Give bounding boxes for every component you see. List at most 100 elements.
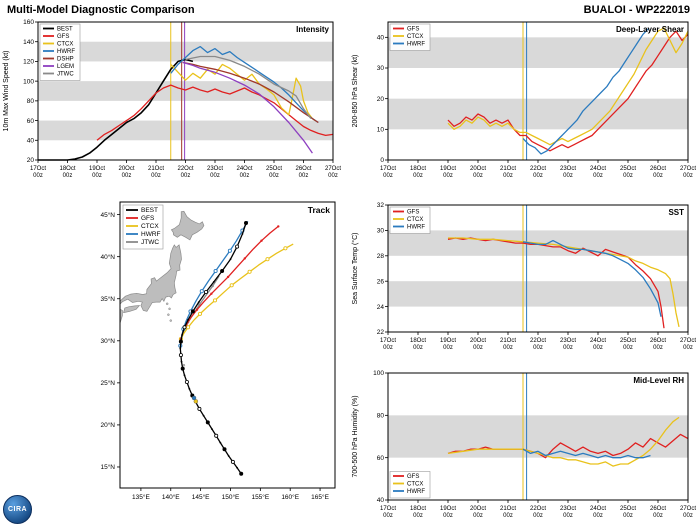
- svg-text:100: 100: [373, 370, 384, 377]
- svg-text:20: 20: [377, 96, 385, 103]
- shear-series-CTCX: [447, 27, 689, 146]
- svg-text:00z: 00z: [151, 173, 161, 179]
- shear-series-GFS: [447, 30, 689, 152]
- svg-text:00z: 00z: [653, 513, 663, 519]
- svg-text:24Oct: 24Oct: [590, 338, 606, 344]
- panel-title: Track: [308, 205, 330, 215]
- svg-text:18Oct: 18Oct: [410, 166, 426, 172]
- svg-text:00z: 00z: [503, 173, 513, 179]
- svg-text:21Oct: 21Oct: [500, 338, 516, 344]
- svg-text:23Oct: 23Oct: [207, 166, 223, 172]
- cira-logo: CIRA: [3, 495, 32, 524]
- svg-text:28: 28: [377, 253, 385, 260]
- storm-tracks: [178, 220, 294, 476]
- svg-text:00z: 00z: [122, 173, 132, 179]
- intensity-series-CTCX: [170, 63, 316, 122]
- panel-title: Deep-Layer Shear: [616, 25, 684, 34]
- svg-text:21Oct: 21Oct: [148, 166, 164, 172]
- svg-text:00z: 00z: [653, 173, 663, 179]
- svg-text:00z: 00z: [328, 173, 338, 179]
- map-axes: 135°E 140°E 145°E 150°E 155°E 160°E 165°E 15°N 2…: [100, 211, 329, 501]
- svg-text:22Oct: 22Oct: [530, 166, 546, 172]
- rh-chart: 40608010017Oct00z18Oct00z19Oct00z20Oct00…: [352, 370, 696, 519]
- svg-text:26: 26: [377, 278, 385, 285]
- panel-title: Mid-Level RH: [633, 376, 684, 385]
- svg-text:CTCX: CTCX: [407, 34, 423, 40]
- svg-text:165°E: 165°E: [311, 493, 329, 501]
- svg-text:27Oct: 27Oct: [325, 166, 341, 172]
- svg-text:25Oct: 25Oct: [620, 166, 636, 172]
- shade-band: [38, 81, 333, 101]
- svg-text:32: 32: [377, 202, 385, 209]
- intensity-series-JTWC: [185, 55, 312, 119]
- svg-text:00z: 00z: [533, 345, 543, 351]
- axes: 40608010017Oct00z18Oct00z19Oct00z20Oct00…: [373, 370, 696, 519]
- svg-text:00z: 00z: [92, 173, 102, 179]
- sst-series-HWRF: [522, 239, 662, 317]
- svg-text:00z: 00z: [443, 513, 453, 519]
- svg-text:17Oct: 17Oct: [380, 506, 396, 512]
- y-axis-label: 700-500 hPa Humidity (%): [352, 395, 359, 477]
- svg-text:00z: 00z: [63, 173, 73, 179]
- svg-text:18Oct: 18Oct: [59, 166, 75, 172]
- svg-text:18Oct: 18Oct: [410, 338, 426, 344]
- svg-text:30: 30: [377, 228, 385, 235]
- svg-text:27Oct: 27Oct: [680, 338, 696, 344]
- svg-text:21Oct: 21Oct: [500, 166, 516, 172]
- svg-text:160: 160: [23, 19, 34, 26]
- intensity-chart: 2040608010012014016017Oct00z18Oct00z19Oc…: [3, 19, 341, 179]
- axes: 2040608010012014016017Oct00z18Oct00z19Oc…: [23, 19, 341, 179]
- svg-text:150°E: 150°E: [222, 493, 240, 501]
- svg-text:140: 140: [23, 39, 34, 46]
- svg-text:0: 0: [380, 157, 384, 164]
- svg-text:140°E: 140°E: [162, 493, 180, 501]
- shade-band: [388, 415, 688, 458]
- svg-text:24Oct: 24Oct: [590, 166, 606, 172]
- svg-text:00z: 00z: [181, 173, 191, 179]
- svg-text:19Oct: 19Oct: [440, 506, 456, 512]
- svg-text:22: 22: [377, 329, 385, 336]
- svg-text:CTCX: CTCX: [407, 217, 423, 223]
- svg-text:00z: 00z: [683, 513, 693, 519]
- svg-text:HWRF: HWRF: [57, 49, 75, 55]
- svg-text:GFS: GFS: [141, 215, 155, 222]
- svg-text:GFS: GFS: [407, 474, 419, 480]
- svg-text:00z: 00z: [623, 513, 633, 519]
- panel-title: Intensity: [296, 25, 329, 34]
- svg-text:LGEM: LGEM: [57, 64, 74, 70]
- svg-text:80: 80: [27, 98, 35, 105]
- svg-text:135°E: 135°E: [132, 493, 150, 501]
- svg-text:24Oct: 24Oct: [236, 166, 252, 172]
- svg-text:00z: 00z: [33, 173, 43, 179]
- svg-text:19Oct: 19Oct: [440, 166, 456, 172]
- cira-logo-text: CIRA: [7, 506, 28, 513]
- svg-text:BEST: BEST: [57, 27, 73, 33]
- svg-text:100: 100: [23, 78, 34, 85]
- svg-text:HWRF: HWRF: [407, 42, 425, 48]
- svg-text:00z: 00z: [299, 173, 309, 179]
- svg-text:HWRF: HWRF: [407, 225, 425, 231]
- sst-chart: 22242628303217Oct00z18Oct00z19Oct00z20Oc…: [351, 202, 696, 351]
- shade-band: [38, 120, 333, 141]
- svg-text:00z: 00z: [473, 345, 483, 351]
- svg-text:00z: 00z: [683, 345, 693, 351]
- svg-text:00z: 00z: [683, 173, 693, 179]
- svg-text:HWRF: HWRF: [141, 231, 161, 238]
- svg-text:GFS: GFS: [407, 27, 419, 33]
- svg-text:25°N: 25°N: [100, 379, 115, 387]
- svg-text:18Oct: 18Oct: [410, 506, 426, 512]
- svg-text:GFS: GFS: [57, 34, 69, 40]
- svg-text:60: 60: [27, 118, 35, 125]
- shear-chart: 01020304017Oct00z18Oct00z19Oct00z20Oct00…: [352, 21, 696, 179]
- svg-text:15°N: 15°N: [100, 463, 115, 471]
- svg-text:25Oct: 25Oct: [620, 506, 636, 512]
- svg-text:00z: 00z: [269, 173, 279, 179]
- svg-text:00z: 00z: [383, 345, 393, 351]
- intensity-series-HWRF: [170, 45, 319, 124]
- svg-text:GFS: GFS: [407, 210, 419, 216]
- svg-text:17Oct: 17Oct: [380, 338, 396, 344]
- svg-text:25Oct: 25Oct: [620, 338, 636, 344]
- svg-text:CTCX: CTCX: [141, 223, 159, 230]
- svg-text:00z: 00z: [413, 513, 423, 519]
